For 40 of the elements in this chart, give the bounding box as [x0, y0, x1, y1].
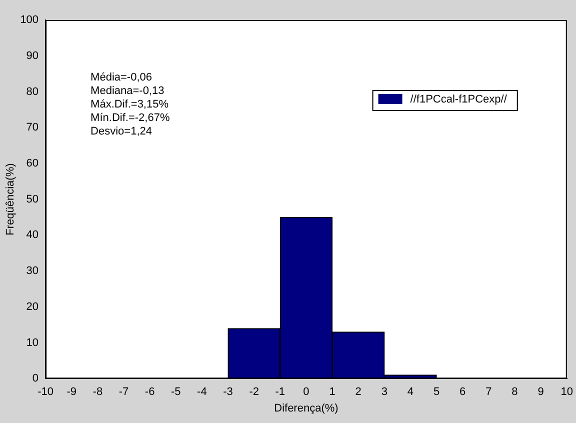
y-tick-label: 80: [26, 86, 39, 98]
x-tick-label: 6: [460, 386, 466, 398]
y-tick-label: 100: [20, 14, 39, 26]
x-tick-label: -8: [92, 386, 103, 398]
y-tick-label: 70: [26, 122, 39, 134]
y-tick-label: 0: [32, 372, 39, 385]
x-tick-label: 7: [486, 386, 492, 398]
annotation: Mín.Dif.=-2,67%: [90, 112, 170, 124]
x-tick-label: -3: [223, 386, 233, 398]
x-tick-label: -5: [170, 386, 181, 398]
legend-label: //f1PCcal-f1PCexp//: [410, 94, 508, 106]
x-tick-label: 0: [303, 386, 310, 398]
annotation: Média=-0,06: [90, 72, 152, 84]
x-tick-label: 5: [433, 386, 440, 398]
annotation: Máx.Dif.=3,15%: [90, 98, 169, 111]
annotation: Mediana=-0,13: [90, 85, 164, 98]
y-tick-label: 10: [26, 336, 39, 349]
y-tick-label: 60: [26, 157, 39, 170]
x-tick-label: -6: [144, 386, 155, 398]
x-tick-label: -1: [275, 386, 286, 398]
x-axis-title: Diferença(%): [274, 402, 338, 414]
x-tick-label: -2: [249, 386, 259, 398]
x-tick-label: 1: [329, 386, 336, 398]
x-tick-label: 10: [560, 386, 574, 398]
x-tick-label: -9: [66, 386, 77, 398]
y-tick-label: 40: [26, 229, 39, 242]
x-tick-label: -7: [118, 386, 129, 398]
x-tick-label: -10: [38, 386, 54, 398]
y-tick-label: 30: [26, 265, 39, 278]
x-tick-label: 2: [355, 386, 362, 398]
x-tick-label: 9: [538, 386, 544, 398]
x-tick-label: 8: [512, 386, 518, 398]
annotation: Desvio=1,24: [90, 126, 152, 138]
x-tick-label: -4: [197, 386, 207, 398]
y-tick-label: 20: [26, 300, 39, 313]
y-tick-label: 90: [26, 50, 39, 62]
x-tick-label: 3: [381, 386, 388, 398]
y-tick-label: 50: [26, 193, 39, 206]
y-axis-title: Freqüência(%): [4, 163, 17, 236]
x-tick-label: 4: [407, 386, 414, 398]
